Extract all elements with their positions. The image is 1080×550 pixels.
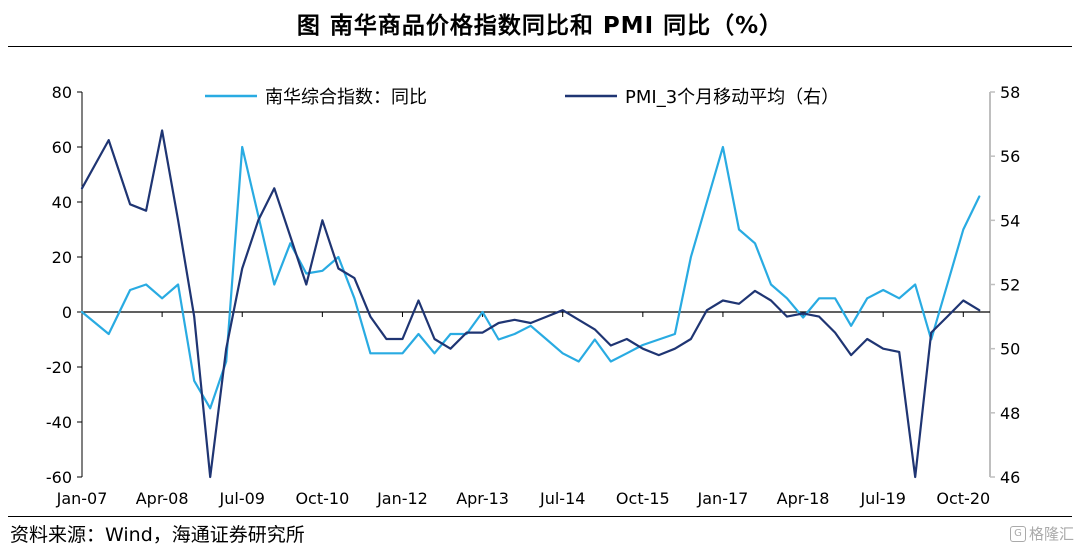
- y-left-tick-label: -60: [46, 468, 72, 487]
- x-tick-label: Oct-15: [616, 489, 670, 508]
- x-tick-label: Jul-19: [859, 489, 905, 508]
- x-tick-label: Apr-08: [136, 489, 189, 508]
- y-left-tick-label: 40: [52, 193, 72, 212]
- watermark-logo-icon: G: [1009, 525, 1026, 542]
- y-left-tick-label: -20: [46, 358, 72, 377]
- y-right-tick-label: 54: [1000, 211, 1020, 230]
- source-note: 资料来源：Wind，海通证券研究所: [10, 524, 305, 546]
- x-tick-label: Apr-18: [777, 489, 830, 508]
- x-tick-label: Jul-14: [539, 489, 585, 508]
- y-left-tick-label: 80: [52, 83, 72, 102]
- watermark: G 格隆汇: [1009, 523, 1074, 544]
- x-tick-label: Jan-07: [56, 489, 108, 508]
- y-right-tick-label: 46: [1000, 468, 1020, 487]
- x-tick-label: Jan-12: [376, 489, 428, 508]
- x-tick-label: Oct-20: [936, 489, 990, 508]
- series-line-1: [80, 145, 981, 410]
- chart-title: 图 南华商品价格指数同比和 PMI 同比（%）: [296, 13, 784, 39]
- legend-label-1: 南华综合指数：同比: [265, 87, 427, 108]
- series-lines: [80, 129, 981, 479]
- watermark-text: 格隆汇: [1028, 525, 1074, 543]
- y-right-tick-label: 50: [1000, 340, 1020, 359]
- y-right-tick-label: 48: [1000, 404, 1020, 423]
- y-left-tick-label: 0: [62, 303, 72, 322]
- y-left-tick-label: 20: [52, 248, 72, 267]
- legend-label-2: PMI_3个月移动平均（右）: [625, 87, 839, 108]
- x-tick-label: Apr-13: [456, 489, 509, 508]
- y-left-tick-label: -40: [46, 413, 72, 432]
- line-chart: -60 -40 -20 0 20 40 60 80 46 48 50 52 54 56 58 Jan-07 Ap…: [46, 83, 1021, 508]
- x-tick-label: Oct-10: [295, 489, 349, 508]
- axes: -60 -40 -20 0 20 40 60 80 46 48 50 52 54 56 58 Jan-07 Ap…: [46, 83, 1021, 508]
- title-rule: [8, 46, 1072, 47]
- y-right-tick-label: 52: [1000, 276, 1020, 295]
- y-right-tick-label: 56: [1000, 147, 1020, 166]
- footer-rule: [8, 516, 1072, 517]
- y-right-tick-label: 58: [1000, 83, 1020, 102]
- x-tick-label: Jan-17: [697, 489, 749, 508]
- series-line-2: [80, 129, 981, 479]
- x-tick-label: Jul-09: [219, 489, 265, 508]
- y-left-tick-label: 60: [52, 138, 72, 157]
- legend: 南华综合指数：同比 PMI_3个月移动平均（右）: [205, 87, 839, 108]
